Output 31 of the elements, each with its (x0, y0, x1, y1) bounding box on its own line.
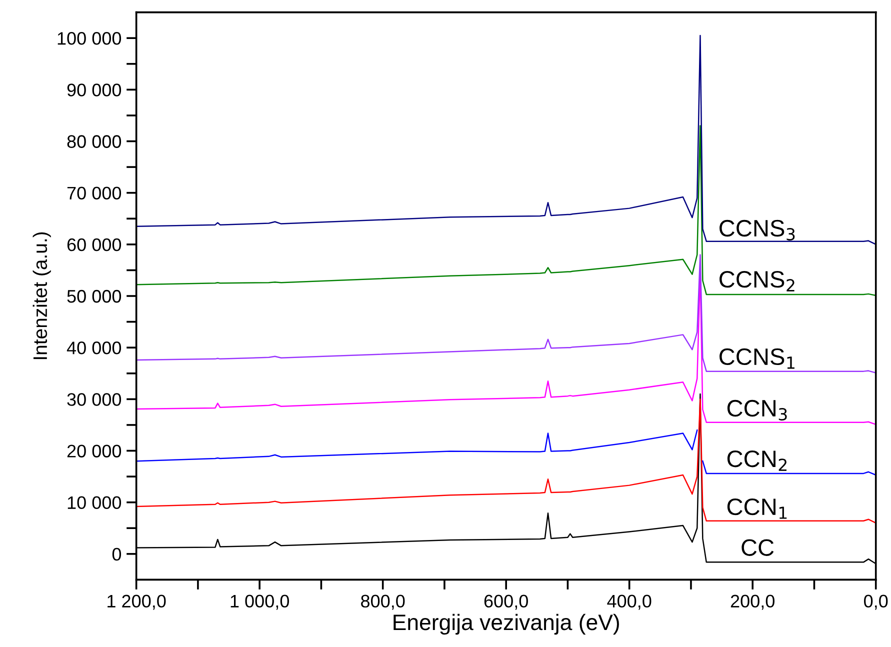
x-axis-title: Energija vezivanja (eV) (394, 614, 619, 635)
line-series (136, 125, 876, 296)
series-label: CCN$_{3}$ (727, 400, 787, 421)
line-series (136, 254, 876, 374)
y-tick-label: 10 000 (68, 496, 122, 510)
y-tick-label: 20 000 (67, 444, 122, 458)
x-tick-label: 400,0 (607, 594, 652, 610)
y-tick-label: 0 (112, 548, 122, 561)
x-tick-label: 600,0 (484, 594, 528, 610)
y-tick-label: 80 000 (67, 135, 122, 148)
x-tick-label: 200,0 (730, 594, 774, 610)
series-label: CCNS$_{2}$ (720, 270, 794, 292)
y-tick-label: 90 000 (67, 84, 122, 96)
y-tick-label: 60 000 (67, 238, 122, 252)
line-series (136, 398, 876, 524)
series-label: CCN$_{1}$ (727, 498, 787, 519)
x-tick-label: 1 200,0 (108, 594, 166, 610)
line-series (136, 34, 876, 246)
y-tick-label: 40 000 (66, 342, 122, 354)
y-tick-label: 100 000 (58, 32, 122, 45)
y-axis-title: Intenzitet (a.u.) (32, 232, 51, 360)
y-tick-label: 50 000 (67, 290, 122, 303)
x-tick-label: 800,0 (361, 594, 405, 610)
series-label: CCN$_{2}$ (727, 450, 786, 471)
x-tick-label: 1 000,0 (230, 594, 289, 610)
x-tick-label: 0,0 (864, 594, 888, 610)
y-tick-label: 70 000 (67, 186, 122, 200)
y-tick-label: 30 000 (67, 393, 122, 406)
series-label: CC (742, 539, 774, 556)
series-label: CCNS$_{3}$ (720, 220, 795, 240)
series-label: CCNS$_{1}$ (720, 348, 794, 369)
